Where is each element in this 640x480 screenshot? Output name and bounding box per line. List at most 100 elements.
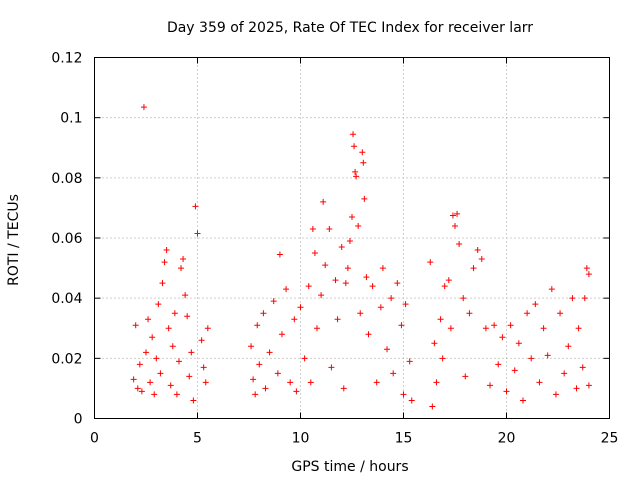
data-point bbox=[349, 213, 355, 220]
data-point bbox=[147, 379, 154, 386]
data-point bbox=[474, 247, 481, 254]
data-point bbox=[287, 379, 294, 386]
data-point bbox=[528, 355, 535, 362]
data-point bbox=[373, 379, 380, 386]
data-point bbox=[398, 322, 405, 329]
data-point bbox=[322, 262, 329, 269]
data-point bbox=[184, 313, 191, 320]
plot-frame bbox=[94, 57, 610, 419]
y-tick-label: 0.04 bbox=[51, 291, 82, 307]
data-point bbox=[478, 256, 485, 263]
data-point bbox=[171, 310, 178, 317]
data-point bbox=[157, 370, 164, 377]
data-point bbox=[326, 225, 333, 232]
data-point bbox=[388, 295, 395, 302]
x-tick-label: 5 bbox=[193, 431, 202, 447]
chart-title: Day 359 of 2025, Rate Of TEC Index for r… bbox=[167, 20, 533, 36]
data-point bbox=[452, 222, 458, 229]
data-point bbox=[429, 403, 436, 410]
data-point bbox=[573, 385, 580, 392]
data-point bbox=[153, 355, 160, 362]
data-point bbox=[311, 250, 318, 257]
data-point bbox=[499, 334, 506, 341]
data-point bbox=[585, 271, 592, 278]
data-point bbox=[136, 361, 143, 368]
data-point bbox=[437, 316, 444, 323]
y-tick-label: 0.06 bbox=[51, 231, 82, 247]
data-point bbox=[561, 370, 568, 377]
data-point bbox=[552, 391, 559, 398]
data-point bbox=[200, 364, 207, 371]
data-point bbox=[145, 316, 152, 323]
data-point bbox=[365, 331, 372, 338]
data-point bbox=[301, 355, 308, 362]
data-point bbox=[357, 310, 364, 317]
data-point bbox=[140, 104, 147, 111]
data-point bbox=[252, 391, 259, 398]
data-point bbox=[202, 379, 209, 386]
data-point bbox=[377, 304, 384, 311]
data-point bbox=[130, 376, 137, 383]
data-point bbox=[182, 292, 189, 299]
data-point bbox=[204, 325, 211, 332]
x-tick-label: 20 bbox=[498, 431, 516, 447]
data-point bbox=[353, 173, 360, 180]
data-point bbox=[254, 322, 261, 329]
data-point bbox=[466, 310, 473, 317]
data-point bbox=[548, 286, 555, 293]
data-point bbox=[198, 337, 205, 344]
data-point bbox=[462, 373, 469, 380]
data-point bbox=[585, 382, 592, 389]
data-point bbox=[159, 280, 166, 287]
data-point bbox=[439, 355, 446, 362]
data-point bbox=[260, 310, 267, 317]
data-point bbox=[540, 325, 547, 332]
data-point bbox=[406, 358, 413, 365]
data-point bbox=[151, 391, 158, 398]
data-point bbox=[544, 352, 551, 359]
data-point bbox=[266, 349, 273, 356]
data-point bbox=[297, 304, 304, 311]
y-axis-label: ROTI / TECUs bbox=[6, 194, 22, 286]
data-point bbox=[346, 238, 353, 245]
data-point bbox=[447, 325, 454, 332]
y-tick-label: 0.12 bbox=[51, 51, 82, 67]
data-point bbox=[350, 131, 357, 138]
data-point bbox=[175, 358, 182, 365]
x-tick-label: 0 bbox=[90, 431, 99, 447]
x-tick-label: 15 bbox=[395, 431, 413, 447]
data-point bbox=[169, 343, 176, 350]
data-point bbox=[449, 212, 456, 219]
data-point bbox=[313, 325, 320, 332]
data-point bbox=[495, 361, 502, 368]
data-point bbox=[190, 397, 197, 404]
data-point bbox=[155, 301, 162, 308]
x-tick-labels: 0 5 10 15 20 25 bbox=[90, 431, 618, 447]
data-point bbox=[363, 274, 370, 281]
data-point bbox=[575, 325, 582, 332]
data-point bbox=[138, 388, 145, 395]
data-point bbox=[361, 195, 368, 202]
data-point bbox=[278, 331, 285, 338]
data-point bbox=[188, 349, 195, 356]
data-point bbox=[180, 256, 187, 263]
data-point bbox=[408, 397, 415, 404]
data-point bbox=[167, 382, 174, 389]
y-tick-labels: 0 0.02 0.04 0.06 0.08 0.1 0.12 bbox=[51, 51, 82, 428]
data-point bbox=[394, 280, 401, 287]
y-tick-label: 0 bbox=[74, 412, 83, 428]
data-point bbox=[351, 143, 358, 150]
grid bbox=[94, 57, 610, 419]
data-point bbox=[402, 301, 409, 308]
data-point bbox=[149, 334, 156, 341]
data-point bbox=[342, 280, 349, 287]
y-tick-label: 0.1 bbox=[60, 111, 82, 127]
axis-ticks bbox=[94, 57, 610, 419]
data-point bbox=[569, 295, 576, 302]
data-point bbox=[161, 259, 168, 266]
data-point bbox=[583, 265, 590, 272]
data-point bbox=[262, 385, 269, 392]
data-point bbox=[338, 244, 345, 251]
data-point bbox=[283, 286, 290, 293]
data-point bbox=[334, 316, 341, 323]
